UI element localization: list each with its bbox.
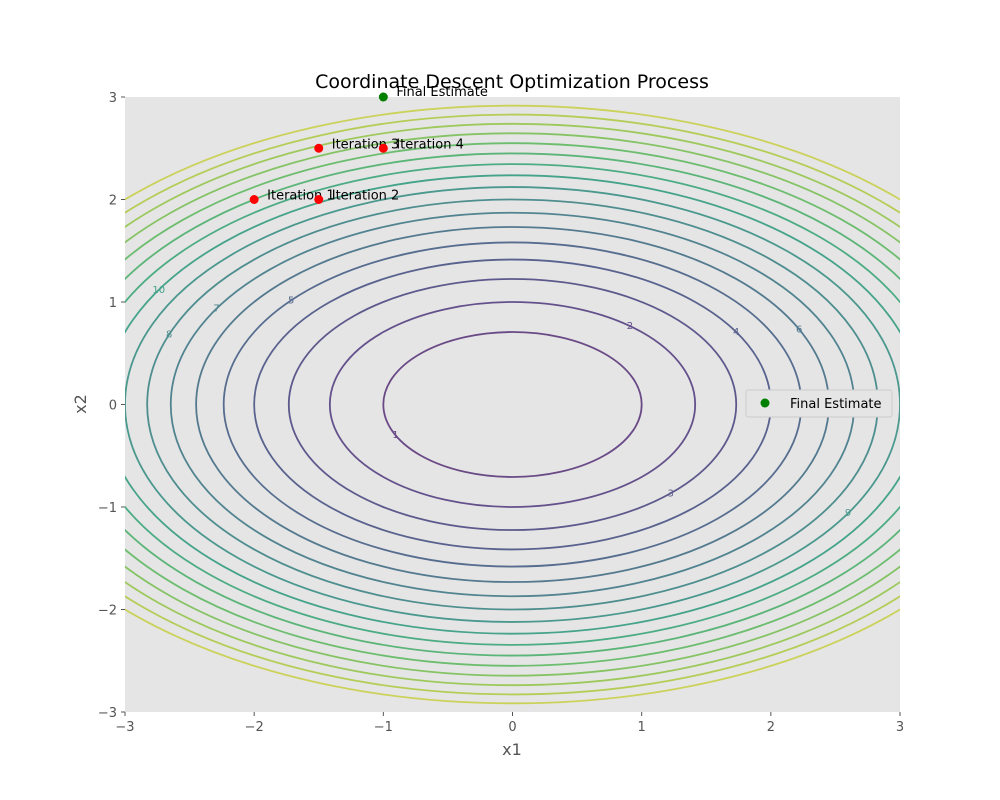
y-tick-label: 1	[109, 296, 117, 311]
contour-label-6: 6	[796, 324, 802, 335]
contour-level-12	[125, 152, 900, 657]
contour-label-5: 5	[288, 295, 294, 306]
contour-label-9: 9	[845, 508, 851, 519]
contour-level-13	[125, 142, 900, 667]
contour-label-1: 1	[392, 430, 398, 441]
legend-final-estimate-marker	[760, 398, 770, 408]
contour-label-10: 10	[152, 285, 165, 296]
x-tick-label: −3	[115, 720, 134, 735]
y-axis-ticks: −3 −2 −1 0 1 2 3	[98, 91, 125, 721]
contour-level-11	[125, 163, 900, 646]
contour-level-9	[125, 186, 900, 623]
iteration-point-4	[378, 143, 388, 153]
contour-label-8: 8	[166, 329, 172, 340]
contour-level-1	[382, 331, 643, 478]
contour-level-2	[328, 301, 697, 508]
x-axis-ticks: −3 −2 −1 0 1 2 3	[115, 712, 904, 735]
legend: Final Estimate	[745, 389, 893, 418]
final-estimate-point	[378, 92, 388, 102]
contour-level-10	[125, 174, 900, 635]
contour-label-7: 7	[213, 304, 219, 315]
y-tick-label: 3	[109, 91, 117, 106]
x-tick-label: −1	[374, 720, 393, 735]
contour-label-4: 4	[733, 327, 739, 338]
contour-labels: 1 2 3 4 5 6 7 8 9 10	[152, 285, 851, 519]
contour-level-3	[287, 278, 738, 531]
contour-level-14	[125, 132, 900, 677]
iteration-point-2	[314, 195, 324, 204]
legend-box	[745, 389, 893, 418]
contour-level-17	[125, 104, 900, 705]
x-axis-label: x1	[502, 740, 522, 759]
y-tick-label: 2	[109, 194, 117, 209]
iteration-label-4: Iteration 4	[396, 137, 464, 152]
final-estimate-label: Final Estimate	[396, 85, 488, 100]
iteration-label-1: Iteration 1	[267, 189, 335, 204]
iteration-label-3: Iteration 3	[332, 137, 400, 152]
chart-title: Coordinate Descent Optimization Process	[315, 71, 709, 93]
x-tick-label: 0	[508, 720, 516, 735]
y-tick-label: −3	[98, 706, 117, 721]
iteration-point-3	[314, 143, 324, 153]
iteration-point-1	[249, 195, 259, 204]
contour-level-15	[125, 122, 900, 687]
x-tick-label: 1	[638, 720, 646, 735]
y-axis-label: x2	[71, 394, 90, 414]
contour-label-2: 2	[627, 321, 633, 332]
x-tick-label: −2	[245, 720, 264, 735]
iteration-label-2: Iteration 2	[332, 189, 400, 204]
y-tick-label: 0	[109, 399, 117, 414]
y-tick-label: −2	[98, 604, 117, 619]
y-tick-label: −1	[98, 501, 117, 516]
x-tick-label: 2	[767, 720, 775, 735]
contour-label-3: 3	[668, 488, 674, 499]
contour-level-16	[125, 113, 900, 696]
legend-final-estimate-label: Final Estimate	[790, 397, 882, 412]
x-tick-label: 3	[896, 720, 904, 735]
